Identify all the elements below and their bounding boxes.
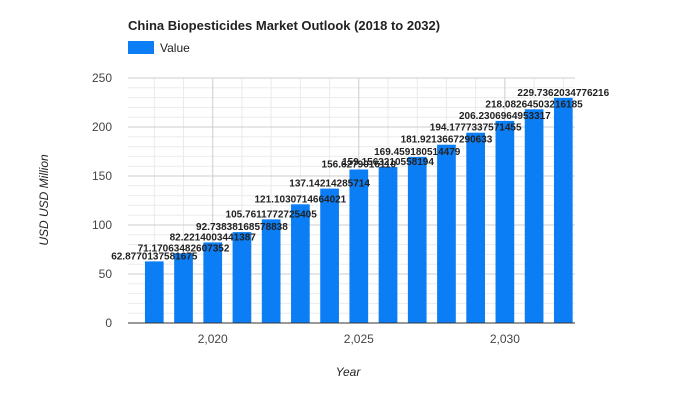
bar[interactable]	[349, 169, 369, 323]
data-label: 137.14214285714	[289, 179, 370, 190]
data-label: 229.7362034776216	[517, 88, 609, 99]
data-label: 218.08264503216185	[485, 99, 583, 110]
chart-title: China Biopesticides Market Outlook (2018…	[128, 18, 440, 33]
legend-label[interactable]: Value	[160, 41, 190, 55]
x-tick-label: 2,025	[344, 332, 374, 346]
data-label: 206.2306964953317	[459, 111, 551, 122]
y-tick-label: 150	[92, 169, 112, 183]
x-tick-label: 2,030	[490, 332, 520, 346]
bar[interactable]	[437, 144, 456, 323]
data-label: 194.1777337571455	[430, 123, 522, 134]
data-label: 159.1563210558194	[342, 157, 434, 168]
x-tick-label: 2,020	[198, 332, 228, 346]
bar[interactable]	[174, 253, 193, 323]
data-label: 156.6279016110	[322, 160, 397, 171]
bars	[144, 97, 573, 323]
data-label: 169.459180514479	[374, 147, 461, 158]
y-tick-label: 0	[105, 316, 112, 330]
data-label: 105.7611772725405	[226, 209, 318, 220]
bar[interactable]	[553, 97, 573, 323]
data-label: 92.73838168578838	[196, 222, 288, 233]
bar[interactable]	[203, 242, 223, 323]
bar[interactable]	[495, 120, 515, 323]
bar[interactable]	[407, 156, 427, 323]
bar[interactable]	[232, 232, 252, 323]
data-label: 181.9213667290633	[401, 135, 493, 146]
bar[interactable]	[320, 188, 339, 323]
bar[interactable]	[291, 204, 310, 323]
y-tick-label: 250	[92, 71, 112, 85]
bar[interactable]	[144, 261, 164, 323]
tick-labels: 0 50 100 150 200 250 2,020 2,025 2,030	[92, 71, 520, 346]
y-tick-label: 200	[92, 120, 112, 134]
y-tick-label: 100	[92, 218, 112, 232]
y-axis-title: USD USD Million	[37, 154, 51, 246]
bar[interactable]	[466, 132, 486, 323]
data-label: 71.17063482607352	[138, 243, 230, 254]
bar[interactable]	[261, 219, 281, 323]
legend-swatch[interactable]	[128, 41, 154, 54]
x-axis-title: Year	[336, 365, 362, 379]
data-labels: 62.877013758167571.1706348260735282.2214…	[111, 88, 609, 263]
y-tick-label: 50	[99, 267, 113, 281]
data-label: 82.2214003441387	[170, 232, 257, 243]
bar[interactable]	[378, 167, 398, 323]
data-label: 121.1030714664021	[254, 194, 346, 205]
data-label: 62.8770137581675	[111, 251, 198, 262]
bar[interactable]	[524, 109, 544, 323]
